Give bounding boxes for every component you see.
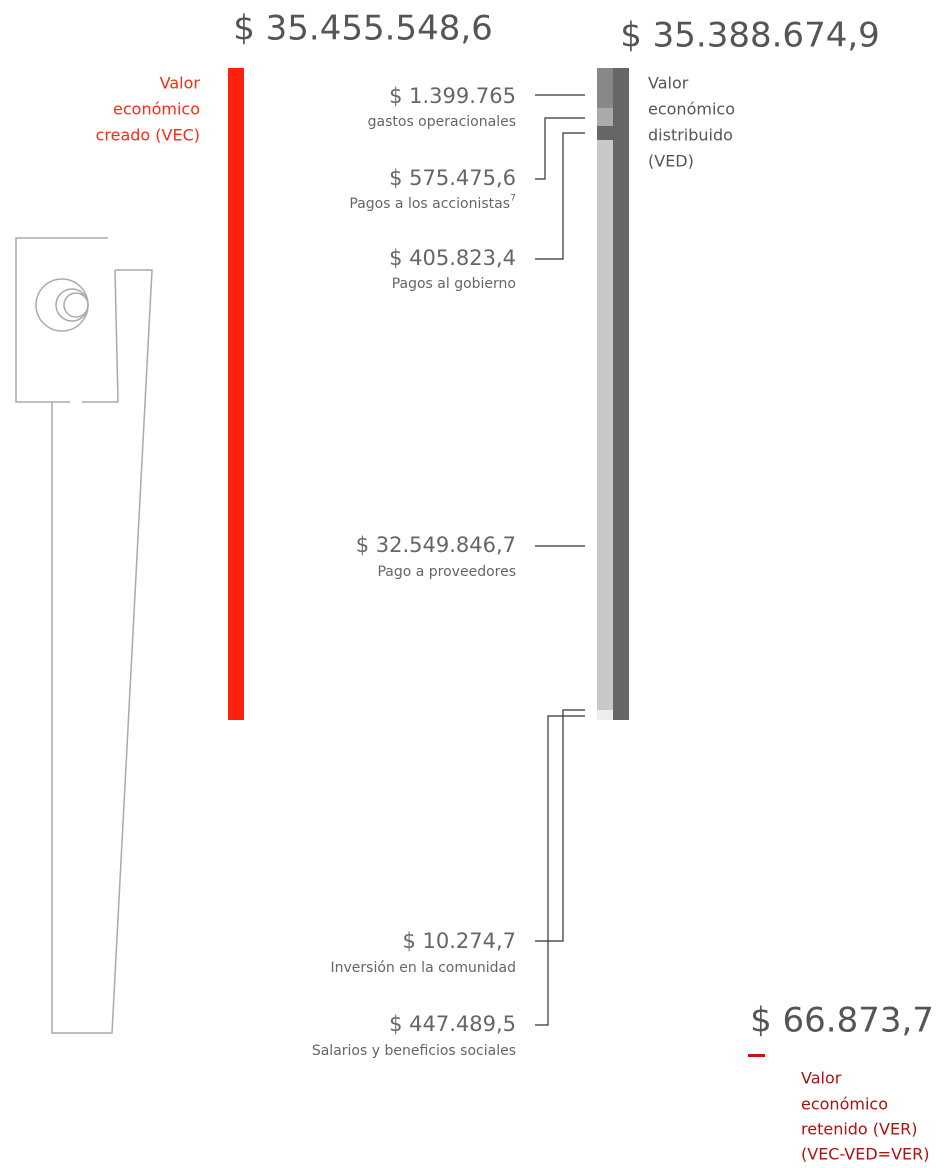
item-amount: $ 447.489,5	[389, 1012, 516, 1036]
retained-label: económico	[801, 1095, 888, 1114]
connector	[535, 117, 585, 180]
item-label: Inversión en la comunidad	[331, 960, 516, 976]
retained-amount: $ 66.873,7	[750, 1001, 934, 1041]
distributed-label: (VED)	[648, 152, 694, 171]
connector	[535, 715, 585, 1026]
item-label: Pago a proveedores	[377, 564, 516, 580]
distributed-label: distribuido	[648, 126, 733, 145]
distributed-bar	[613, 68, 629, 720]
retained-mark	[748, 1054, 765, 1057]
item-amount: $ 32.549.846,7	[356, 533, 516, 557]
segment	[597, 108, 613, 126]
item-amount: $ 575.475,6	[389, 166, 516, 190]
created-label: económico	[113, 100, 200, 119]
created-label: Valor	[160, 74, 201, 93]
created-amount: $ 35.455.548,6	[233, 9, 493, 49]
item-amount: $ 1.399.765	[389, 84, 516, 108]
distributed-label: económico	[648, 100, 735, 119]
segment	[597, 126, 613, 140]
segment	[597, 68, 613, 108]
item-amount: $ 10.274,7	[402, 929, 516, 953]
connector	[535, 709, 585, 942]
item-label: gastos operacionales	[368, 114, 516, 130]
retained-label: (VEC-VED=VER)	[801, 1145, 930, 1164]
retained-label: Valor	[801, 1069, 842, 1088]
distributed-label: Valor	[648, 74, 689, 93]
footnote: 7	[510, 194, 516, 204]
item-label: Pagos a los accionistas	[349, 196, 510, 212]
connector	[535, 132, 585, 260]
distributed-amount: $ 35.388.674,9	[620, 16, 880, 56]
item-label: Salarios y beneficios sociales	[312, 1043, 516, 1059]
item-label: Pagos al gobierno	[392, 276, 516, 292]
logo	[15, 237, 153, 1034]
retained-label: retenido (VER)	[801, 1120, 917, 1139]
created-label: creado (VEC)	[96, 126, 200, 145]
item-amount: $ 405.823,4	[389, 246, 516, 270]
segment	[597, 140, 613, 710]
segment	[597, 710, 613, 720]
created-bar	[228, 68, 244, 720]
